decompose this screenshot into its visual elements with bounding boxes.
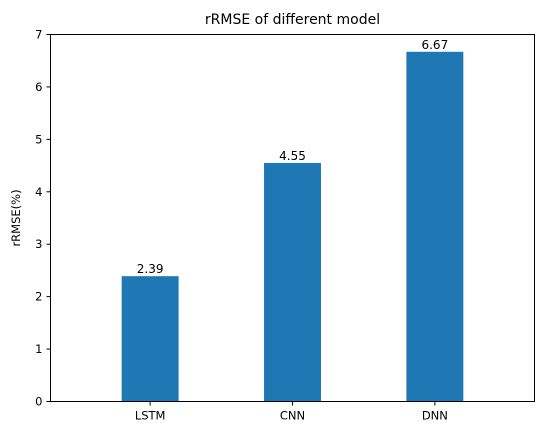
y-axis-label: rRMSE(%) (9, 189, 23, 246)
bars-layer (121, 51, 464, 402)
x-tick-label: DNN (422, 409, 448, 423)
y-tick-label: 0 (35, 395, 42, 409)
y-tick-label: 4 (35, 185, 42, 199)
y-tick-label: 2 (35, 290, 42, 304)
y-tick-label: 1 (35, 342, 42, 356)
bar-dnn (406, 51, 464, 402)
x-tick-label: CNN (280, 409, 305, 423)
bar-lstm (121, 276, 179, 402)
chart-title: rRMSE of different model (205, 12, 380, 28)
x-tick-label: LSTM (135, 409, 166, 423)
y-tick-label: 3 (35, 237, 42, 251)
ticks-layer: LSTM CNN DNN 0 1 2 3 4 5 6 7 (35, 28, 448, 423)
data-label-cnn: 4.55 (279, 149, 306, 163)
bar-cnn (264, 162, 321, 402)
y-tick-label: 7 (35, 28, 42, 42)
data-label-dnn: 6.67 (421, 38, 448, 52)
data-label-lstm: 2.39 (137, 262, 164, 276)
plot-frame (50, 34, 535, 402)
y-tick-label: 6 (35, 80, 42, 94)
data-labels-layer: 2.39 4.55 6.67 (137, 38, 448, 276)
y-tick-label: 5 (35, 132, 42, 146)
